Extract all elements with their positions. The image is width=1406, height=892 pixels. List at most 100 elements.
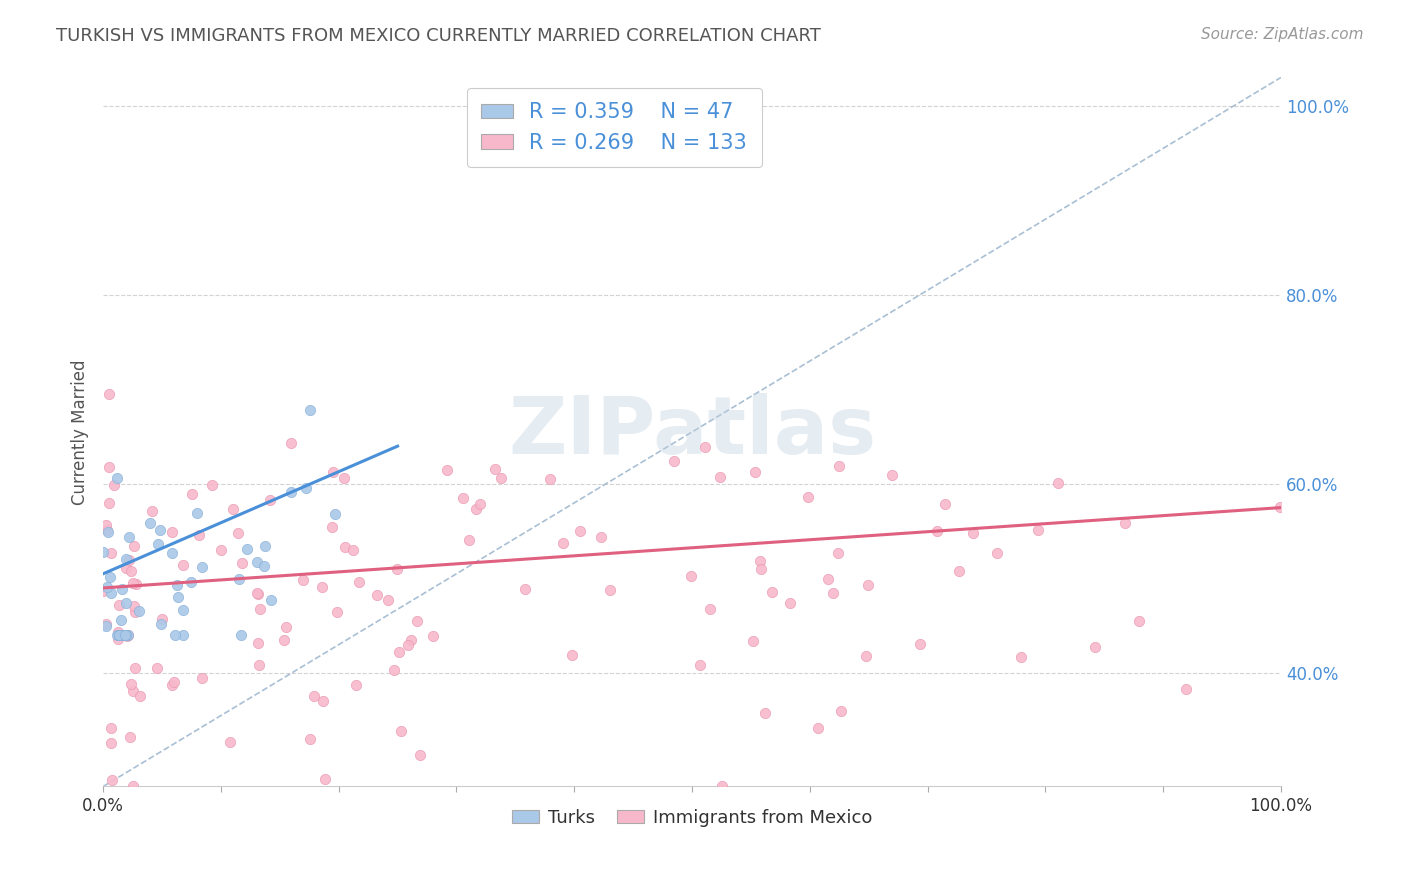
Point <box>150 617 173 632</box>
Text: TURKISH VS IMMIGRANTS FROM MEXICO CURRENTLY MARRIED CORRELATION CHART: TURKISH VS IMMIGRANTS FROM MEXICO CURREN… <box>56 27 821 45</box>
Point <box>246 586 269 600</box>
Point <box>1026 523 1049 537</box>
Point <box>821 586 844 600</box>
Point <box>347 575 370 590</box>
Point <box>468 497 491 511</box>
Point <box>186 506 208 520</box>
Point <box>141 503 163 517</box>
Point <box>484 462 506 476</box>
Point <box>188 528 211 542</box>
Point <box>146 661 169 675</box>
Point <box>160 546 183 560</box>
Point <box>94 517 117 532</box>
Point <box>235 541 257 556</box>
Point <box>436 463 458 477</box>
Point <box>749 554 772 568</box>
Point <box>117 628 139 642</box>
Point <box>312 694 335 708</box>
Point <box>247 635 270 649</box>
Point <box>121 564 143 578</box>
Point <box>464 502 486 516</box>
Point <box>1084 640 1107 655</box>
Point <box>115 629 138 643</box>
Point <box>344 677 367 691</box>
Point <box>201 478 224 492</box>
Point <box>120 730 142 744</box>
Point <box>299 731 322 746</box>
Point <box>97 387 120 401</box>
Point <box>98 459 121 474</box>
Point <box>458 533 481 547</box>
Point <box>160 678 183 692</box>
Point <box>120 677 142 691</box>
Point <box>219 735 242 749</box>
Point <box>94 616 117 631</box>
Point <box>117 530 139 544</box>
Point <box>253 539 276 553</box>
Point <box>934 497 956 511</box>
Point <box>561 648 583 662</box>
Point <box>97 524 120 539</box>
Point <box>709 470 731 484</box>
Point <box>332 471 354 485</box>
Point <box>226 526 249 541</box>
Point <box>409 747 432 762</box>
Point <box>1128 614 1150 628</box>
Point <box>699 601 721 615</box>
Point <box>121 684 143 698</box>
Point <box>228 572 250 586</box>
Point <box>260 592 283 607</box>
Point <box>754 706 776 720</box>
Point <box>377 593 399 607</box>
Point <box>146 536 169 550</box>
Point <box>91 584 114 599</box>
Point <box>273 633 295 648</box>
Point <box>96 580 118 594</box>
Point <box>105 628 128 642</box>
Point <box>121 780 143 794</box>
Point <box>229 628 252 642</box>
Point <box>948 564 970 578</box>
Point <box>405 614 427 628</box>
Point <box>107 632 129 646</box>
Point <box>693 441 716 455</box>
Point <box>749 562 772 576</box>
Point <box>856 578 879 592</box>
Point <box>246 555 269 569</box>
Point <box>741 633 763 648</box>
Point <box>114 628 136 642</box>
Point <box>107 628 129 642</box>
Point <box>311 581 333 595</box>
Point <box>382 663 405 677</box>
Point <box>122 575 145 590</box>
Point <box>515 582 537 596</box>
Point <box>107 628 129 642</box>
Point <box>333 540 356 554</box>
Point <box>149 524 172 538</box>
Point <box>108 598 131 612</box>
Point <box>710 780 733 794</box>
Point <box>110 613 132 627</box>
Point <box>97 496 120 510</box>
Point <box>451 491 474 505</box>
Point <box>280 485 302 500</box>
Point <box>388 645 411 659</box>
Point <box>163 675 186 690</box>
Point <box>962 526 984 541</box>
Point <box>122 599 145 613</box>
Point <box>94 619 117 633</box>
Point <box>321 520 343 534</box>
Point <box>291 573 314 587</box>
Point <box>925 524 948 538</box>
Point <box>827 547 849 561</box>
Point <box>118 553 141 567</box>
Point <box>107 624 129 639</box>
Point <box>744 465 766 479</box>
Point <box>276 620 298 634</box>
Point <box>1114 516 1136 531</box>
Point <box>1010 649 1032 664</box>
Point <box>396 638 419 652</box>
Point <box>807 721 830 735</box>
Point <box>91 545 114 559</box>
Point <box>828 458 851 473</box>
